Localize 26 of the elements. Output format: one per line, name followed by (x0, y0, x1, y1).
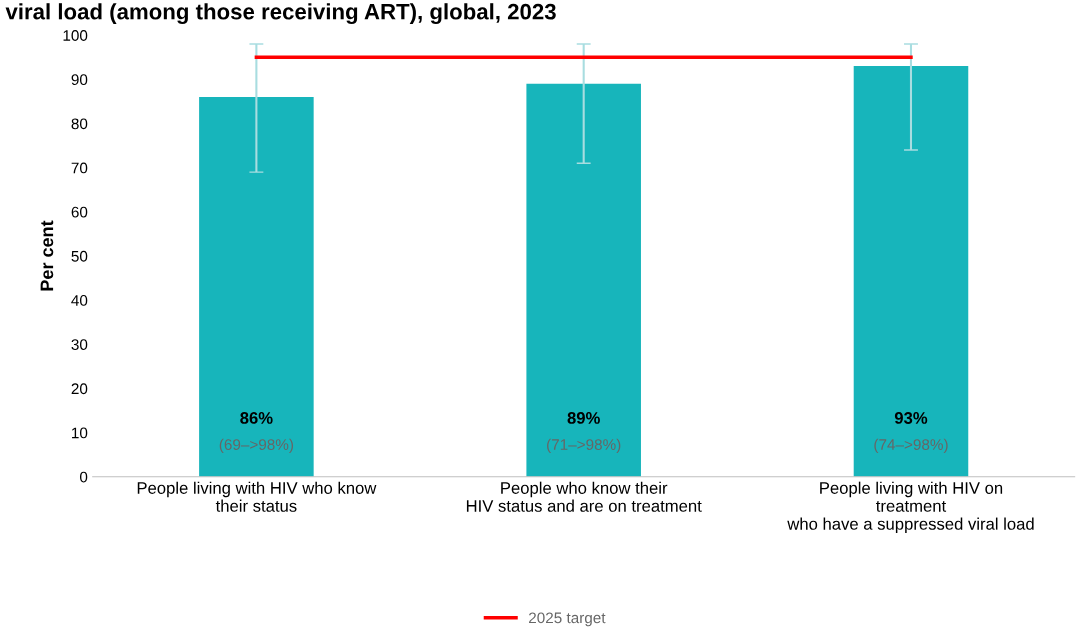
x-tick-label: People living with HIV who know their status (137, 481, 377, 512)
annotation: (74–>98%) (874, 438, 948, 453)
y-tick-label: 100 (63, 30, 88, 41)
bar (526, 83, 641, 477)
y-tick-label: 80 (71, 118, 88, 130)
data-label: 86% (240, 412, 273, 424)
data-label: 89% (567, 412, 600, 424)
y-tick-label: 40 (71, 295, 88, 306)
bar (199, 97, 314, 477)
x-tick-label: People living with HIV on treatment who have a suppressed viral load (787, 481, 1034, 534)
y-tick-label: 0 (79, 471, 88, 483)
chart-title: viral load (among those receiving ART), global, 2023 (5, 3, 556, 25)
annotation: (69–>98%) (219, 438, 294, 453)
legend-label: 2025 target (529, 612, 606, 627)
y-tick-label: 20 (71, 383, 88, 395)
y-tick-label: 50 (71, 250, 88, 262)
x-tick-label: People who know their HIV status and are on treatment (466, 481, 702, 512)
y-tick-label: 30 (71, 339, 88, 351)
data-label: 93% (894, 412, 928, 424)
bar (853, 66, 969, 477)
y-tick-label: 10 (72, 427, 88, 439)
y-tick-label: 60 (71, 206, 88, 218)
y-axis-title: Per cent (40, 220, 54, 291)
annotation: (71–>98%) (547, 438, 621, 453)
y-tick-label: 70 (71, 162, 88, 174)
y-tick-label: 90 (71, 74, 88, 86)
